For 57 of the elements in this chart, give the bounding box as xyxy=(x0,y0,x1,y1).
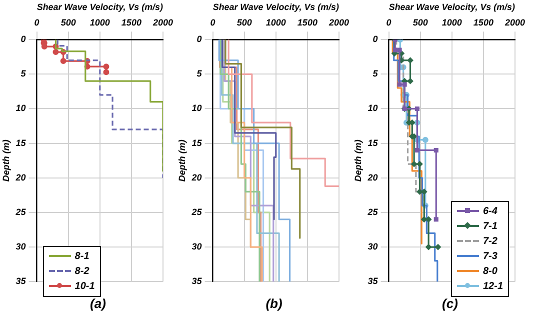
x-tick-label: 1500 xyxy=(121,18,142,28)
y-tick-label: 25 xyxy=(366,206,379,217)
y-tick-label: 15 xyxy=(192,138,203,148)
y-tick-label: 0 xyxy=(20,34,26,44)
y-tick-label: 10 xyxy=(192,103,202,114)
y-tick-label: 5 xyxy=(20,68,27,79)
x-tick-label: 500 xyxy=(60,18,76,28)
y-tick-label: 0 xyxy=(372,34,378,44)
y-tick-label: 30 xyxy=(192,242,202,252)
x-axis-title: Shear Wave Velocity, Vs (m/s) xyxy=(36,2,163,12)
x-tick-label: 1000 xyxy=(266,18,286,28)
y-tick-label: 20 xyxy=(14,172,26,182)
x-tick-label: 1500 xyxy=(297,18,318,28)
y-axis-title: Depth (m) xyxy=(176,140,187,182)
y-tick-label: 15 xyxy=(16,138,27,148)
x-tick-label: 2000 xyxy=(504,18,526,28)
x-tick-label: 0 xyxy=(210,18,216,28)
text: (c) xyxy=(441,296,459,311)
y-tick-label: 5 xyxy=(372,68,379,79)
x-tick-label: 0 xyxy=(34,18,40,28)
x-tick-label: 2000 xyxy=(152,18,174,28)
x-tick-label: 1000 xyxy=(442,18,462,28)
x-axis-title: Shear Wave Velocity, Vs (m/s) xyxy=(388,2,515,12)
x-tick-label: 2000 xyxy=(328,18,350,28)
x-tick-label: 1500 xyxy=(473,18,494,28)
legend-label: 7-3 xyxy=(482,250,498,264)
legend-label: 8-0 xyxy=(482,264,498,279)
y-tick-label: 30 xyxy=(16,242,26,252)
x-tick-label: 0 xyxy=(386,18,392,28)
legend-label: 7-1 xyxy=(482,220,498,234)
y-tick-label: 25 xyxy=(190,206,203,217)
legend-label: 8-2 xyxy=(74,264,90,279)
text: (b) xyxy=(264,296,284,311)
y-tick-label: 10 xyxy=(16,103,26,114)
legend-label: 8-1 xyxy=(74,250,90,264)
y-axis-title: Depth (m) xyxy=(352,140,363,182)
legend-label: 12-1 xyxy=(482,280,503,294)
x-tick-label: 500 xyxy=(236,18,252,28)
x-axis-title: Shear Wave Velocity, Vs (m/s) xyxy=(212,2,339,12)
y-tick-label: 35 xyxy=(16,276,27,286)
y-tick-label: 0 xyxy=(196,34,202,44)
y-tick-label: 10 xyxy=(368,103,378,114)
x-tick-label: 500 xyxy=(412,18,428,28)
legend-label: 6-4 xyxy=(482,204,498,219)
legend-label: 10-1 xyxy=(74,280,95,294)
x-tick-label: 1000 xyxy=(90,18,110,28)
y-tick-label: 35 xyxy=(192,276,203,286)
y-tick-label: 20 xyxy=(366,172,378,182)
y-tick-label: 25 xyxy=(14,206,27,217)
y-tick-label: 15 xyxy=(368,138,379,148)
y-tick-label: 35 xyxy=(368,276,379,286)
text: (a) xyxy=(89,296,107,311)
y-tick-label: 30 xyxy=(368,242,378,252)
y-axis-title: Depth (m) xyxy=(0,140,11,182)
y-tick-label: 5 xyxy=(196,68,203,79)
y-tick-label: 20 xyxy=(190,172,202,182)
legend-label: 7-2 xyxy=(482,234,498,249)
